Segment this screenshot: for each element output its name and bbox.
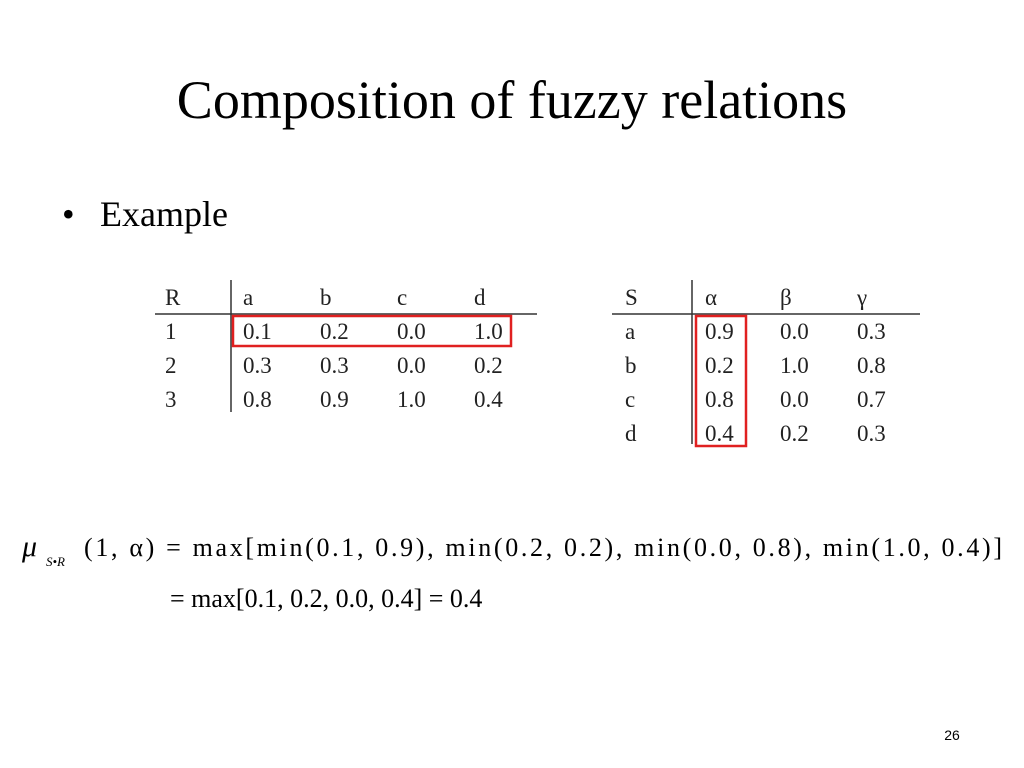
table-cell: 0.4 xyxy=(705,421,734,446)
table-cell: 0.2 xyxy=(780,421,809,446)
table-cell: 0.8 xyxy=(705,387,734,412)
table-cell: 0.8 xyxy=(243,387,272,412)
table-header-cell: a xyxy=(243,285,253,310)
table-header-cell: c xyxy=(397,285,407,310)
table-cell: 0.3 xyxy=(857,421,886,446)
formula-line: = max[0.1, 0.2, 0.0, 0.4] = 0.4 xyxy=(170,584,482,613)
table-cell: 2 xyxy=(165,353,177,378)
table-cell: 1.0 xyxy=(397,387,426,412)
table-cell: b xyxy=(625,353,637,378)
formula-subscript: S•R xyxy=(46,554,65,569)
slide-title: Composition of fuzzy relations xyxy=(177,70,847,130)
table-cell: 0.9 xyxy=(705,319,734,344)
table-header-cell: S xyxy=(625,285,638,310)
bullet-dot: • xyxy=(62,194,75,234)
table-cell: 0.9 xyxy=(320,387,349,412)
table-header-cell: β xyxy=(780,285,792,310)
table-header-cell: γ xyxy=(856,285,867,310)
page-number: 26 xyxy=(944,727,960,743)
table-cell: 0.2 xyxy=(320,319,349,344)
table-cell: 0.2 xyxy=(474,353,503,378)
table-header-cell: α xyxy=(705,285,717,310)
table-cell: 0.1 xyxy=(243,319,272,344)
formula-mu: μ xyxy=(21,530,37,563)
table-cell: 0.0 xyxy=(780,319,809,344)
table-cell: 1.0 xyxy=(474,319,503,344)
table-cell: 0.3 xyxy=(857,319,886,344)
table-cell: 0.2 xyxy=(705,353,734,378)
formula-line: (1, α) = max[min(0.1, 0.9), min(0.2, 0.2… xyxy=(84,533,1002,562)
table-cell: d xyxy=(625,421,637,446)
table-cell: c xyxy=(625,387,635,412)
table-cell: 0.7 xyxy=(857,387,886,412)
table-header-cell: R xyxy=(165,285,181,310)
table-cell: 0.4 xyxy=(474,387,503,412)
table-header-cell: b xyxy=(320,285,332,310)
highlight-row xyxy=(231,314,513,348)
table-cell: 0.3 xyxy=(243,353,272,378)
highlight-column xyxy=(694,314,748,448)
bullet-text: Example xyxy=(100,194,228,234)
table-cell: 0.0 xyxy=(397,353,426,378)
table-cell: 1 xyxy=(165,319,177,344)
table-cell: 3 xyxy=(165,387,177,412)
table-cell: a xyxy=(625,319,635,344)
table-cell: 0.0 xyxy=(780,387,809,412)
table-cell: 0.8 xyxy=(857,353,886,378)
table-cell: 1.0 xyxy=(780,353,809,378)
table-cell: 0.3 xyxy=(320,353,349,378)
table-cell: 0.0 xyxy=(397,319,426,344)
table-header-cell: d xyxy=(474,285,486,310)
